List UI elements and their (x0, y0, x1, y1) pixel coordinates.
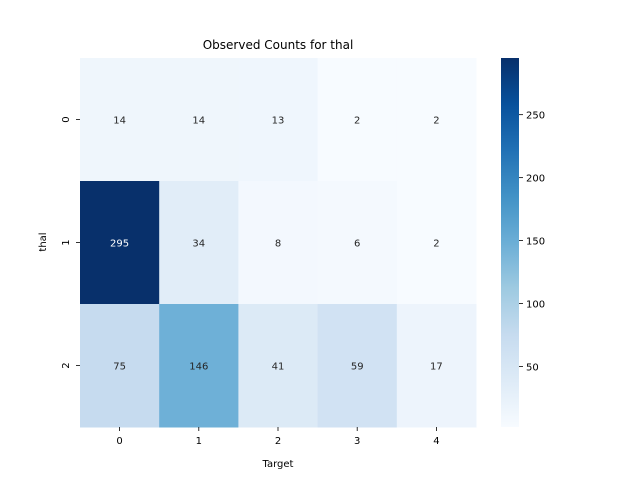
heatmap-cells: 14 14 13 2 2 295 34 8 6 2 75 146 41 59 17 (80, 58, 477, 428)
chart-title: Observed Counts for thal (203, 38, 354, 52)
heatmap-cell (317, 304, 398, 428)
cell-value-label: 34 (192, 239, 205, 250)
y-axis: 0 1 2 (61, 116, 80, 369)
heatmap-cell (317, 181, 398, 305)
cell-value-label: 2 (433, 239, 439, 250)
heatmap-cell (396, 58, 477, 182)
x-tick-label: 2 (275, 436, 281, 447)
cell-value-label: 295 (110, 239, 129, 250)
cell-value-label: 2 (354, 116, 360, 127)
cell-value-label: 146 (189, 362, 208, 373)
colorbar-tick-label: 150 (526, 237, 545, 248)
heatmap-cell (159, 304, 239, 428)
colorbar-gradient (501, 58, 519, 427)
colorbar: 50 100 150 200 250 (501, 58, 545, 427)
heatmap-cell (80, 181, 160, 305)
x-axis-label: Target (262, 459, 294, 470)
heatmap-cell (238, 58, 319, 182)
heatmap-cell (159, 58, 239, 182)
heatmap-cell (80, 304, 160, 428)
colorbar-tick-label: 50 (526, 363, 539, 374)
y-tick-label: 2 (61, 362, 72, 368)
cell-value-label: 41 (272, 362, 285, 373)
heatmap-cell (159, 181, 239, 305)
cell-value-label: 8 (275, 239, 281, 250)
cell-value-label: 2 (433, 116, 439, 127)
cell-value-label: 14 (113, 116, 126, 127)
x-tick-label: 3 (354, 436, 360, 447)
colorbar-tick-label: 100 (526, 300, 545, 311)
x-axis: 0 1 2 3 4 (116, 427, 440, 447)
colorbar-tick-label: 200 (526, 174, 545, 185)
heatmap-cell (238, 304, 319, 428)
colorbar-tick-label: 250 (526, 111, 545, 122)
cell-value-label: 14 (192, 116, 205, 127)
heatmap-cell (396, 304, 477, 428)
heatmap-cell (317, 58, 398, 182)
cell-value-label: 13 (272, 116, 285, 127)
cell-value-label: 6 (354, 239, 360, 250)
x-tick-label: 1 (196, 436, 202, 447)
cell-value-label: 17 (430, 362, 443, 373)
heatmap-cell (238, 181, 319, 305)
y-tick-label: 1 (61, 239, 72, 245)
y-axis-label: thal (38, 232, 49, 251)
cell-value-label: 75 (113, 362, 126, 373)
x-tick-label: 4 (433, 436, 439, 447)
cell-value-label: 59 (351, 362, 364, 373)
x-tick-label: 0 (116, 436, 122, 447)
y-tick-label: 0 (61, 116, 72, 122)
heatmap-cell (396, 181, 477, 305)
heatmap-cell (80, 58, 160, 182)
